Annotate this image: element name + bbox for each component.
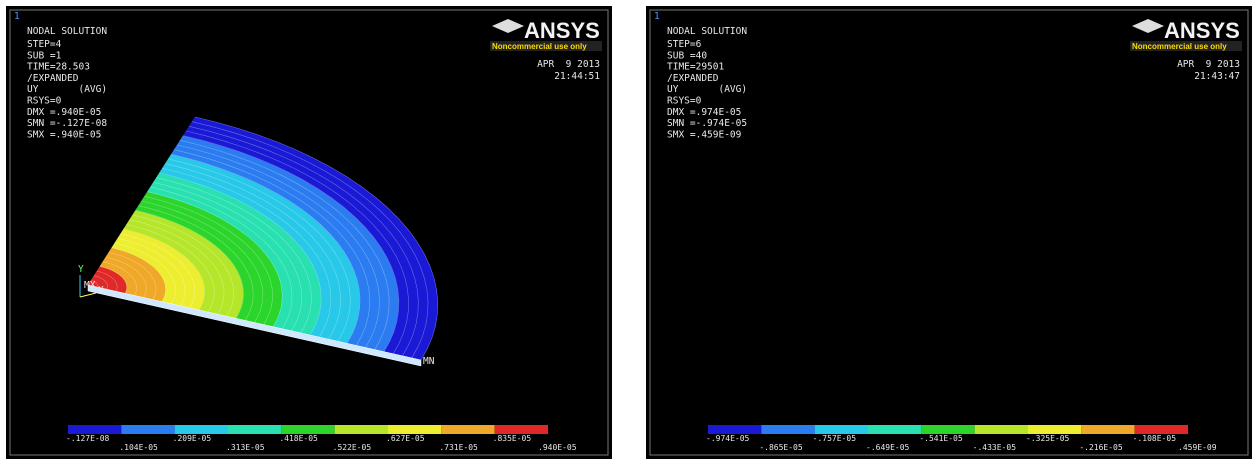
header-line: TIME=29501 <box>667 62 724 73</box>
header-line: /EXPANDED <box>667 73 719 84</box>
legend-swatch <box>868 425 921 434</box>
legend-swatch <box>1081 425 1134 434</box>
legend-label: .731E-05 <box>439 443 478 452</box>
logo: ANSYS <box>524 18 600 43</box>
header-line: UY (AVG) <box>27 84 107 95</box>
time: 21:44:51 <box>554 71 600 82</box>
screen: 1 NODAL SOLUTION STEP=4SUB =1TIME=28.503/E… <box>0 0 1254 465</box>
node-label: MN <box>423 356 435 367</box>
header-line: DMX =.974E-05 <box>667 107 741 118</box>
legend-label: .522E-05 <box>333 443 372 452</box>
legend-swatch <box>1135 425 1188 434</box>
legend-swatch <box>921 425 974 434</box>
legend-label: .104E-05 <box>119 443 158 452</box>
header-line: DMX =.940E-05 <box>27 107 101 118</box>
legend-swatch <box>121 425 174 434</box>
window-number: 1 <box>14 11 20 22</box>
header-line: SUB =40 <box>667 50 707 61</box>
legend-label: .940E-05 <box>538 443 577 452</box>
legend-label: -.757E-05 <box>813 434 857 443</box>
legend-label: -.433E-05 <box>973 443 1017 452</box>
legend-label: -.108E-05 <box>1133 434 1177 443</box>
legend-label: .835E-05 <box>493 434 532 443</box>
legend-label: .459E-09 <box>1178 443 1217 452</box>
triad-label: Y <box>78 264 84 275</box>
triad-label: X <box>98 285 104 296</box>
header-line: NODAL SOLUTION <box>667 26 747 37</box>
header-line: RSYS=0 <box>667 96 702 107</box>
legend-swatch <box>175 425 228 434</box>
window-number: 1 <box>654 11 660 22</box>
header-line: UY (AVG) <box>667 84 747 95</box>
header-line: SMX =.940E-05 <box>27 129 101 140</box>
panel: 1 NODAL SOLUTION STEP=4SUB =1TIME=28.503/E… <box>6 6 612 459</box>
header-line: STEP=4 <box>27 39 62 50</box>
header-line: SMN =-.127E-08 <box>27 118 107 129</box>
legend-label: .418E-05 <box>279 434 318 443</box>
legend-label: -.649E-05 <box>866 443 910 452</box>
node-label: MX <box>84 280 96 291</box>
legend-swatch <box>388 425 441 434</box>
legend-label: -.541E-05 <box>919 434 963 443</box>
legend-swatch <box>975 425 1028 434</box>
time: 21:43:47 <box>1194 71 1240 82</box>
viewport <box>646 6 1252 459</box>
legend-swatch <box>815 425 868 434</box>
legend-swatch <box>495 425 548 434</box>
legend-swatch <box>281 425 334 434</box>
date: APR 9 2013 <box>537 59 600 70</box>
legend-swatch <box>761 425 814 434</box>
header-line: STEP=6 <box>667 39 702 50</box>
legend-label: -.216E-05 <box>1079 443 1123 452</box>
legend-swatch <box>68 425 121 434</box>
logo-note: Noncommercial use only <box>1132 42 1227 51</box>
header-line: /EXPANDED <box>27 73 79 84</box>
legend-label: -.127E-08 <box>66 434 110 443</box>
legend-swatch <box>335 425 388 434</box>
header-line: SMX =.459E-09 <box>667 129 742 140</box>
legend-label: -.974E-05 <box>706 434 750 443</box>
legend-swatch <box>441 425 494 434</box>
legend-label: .313E-05 <box>226 443 265 452</box>
header-line: SUB =1 <box>27 50 62 61</box>
logo-note: Noncommercial use only <box>492 42 587 51</box>
header-line: RSYS=0 <box>27 96 62 107</box>
legend-swatch <box>228 425 281 434</box>
header-line: SMN =-.974E-05 <box>667 118 747 129</box>
date: APR 9 2013 <box>1177 59 1240 70</box>
legend-label: .627E-05 <box>386 434 425 443</box>
legend-swatch <box>1028 425 1081 434</box>
header-line: NODAL SOLUTION <box>27 26 107 37</box>
legend-swatch <box>708 425 761 434</box>
legend-label: -.325E-05 <box>1026 434 1070 443</box>
legend-label: .209E-05 <box>173 434 212 443</box>
legend-label: -.865E-05 <box>759 443 803 452</box>
header-line: TIME=28.503 <box>27 62 90 73</box>
logo: ANSYS <box>1164 18 1240 43</box>
